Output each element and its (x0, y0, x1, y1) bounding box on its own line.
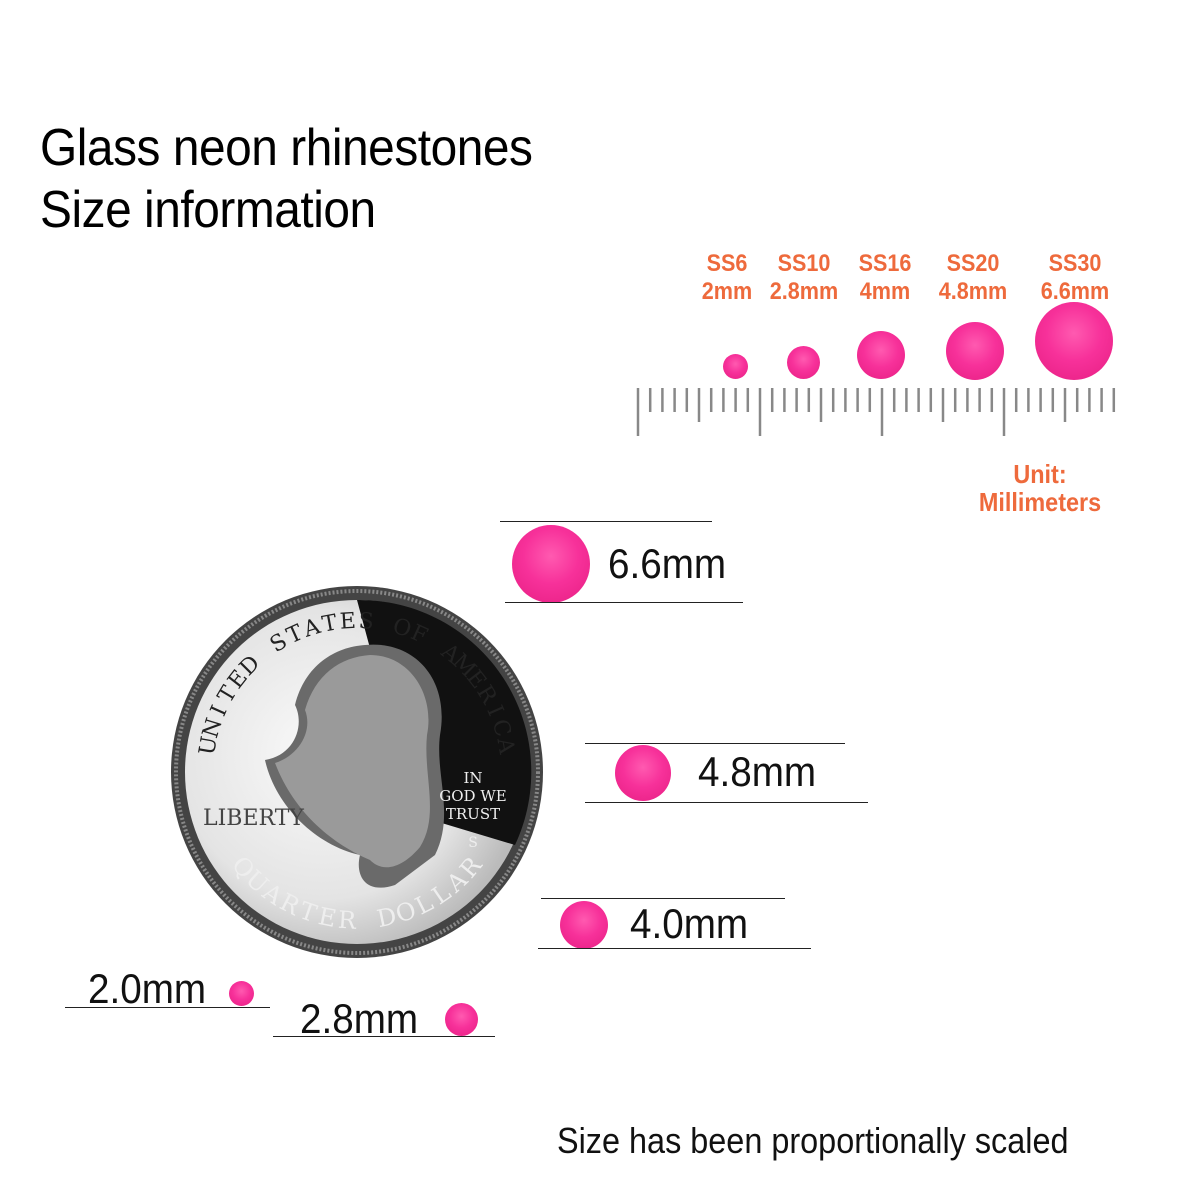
gem-4-0mm (560, 901, 608, 949)
size-mm: 4mm (859, 278, 911, 305)
size-code: SS10 (777, 250, 831, 277)
gem-4-8mm (615, 745, 671, 801)
coin-letter: E (339, 609, 357, 635)
label-4-8mm: 4.8mm (698, 748, 817, 795)
size-code: SS20 (946, 250, 1000, 277)
coin-mint: S (468, 835, 478, 851)
ruler (636, 388, 1116, 436)
size-label-ss6: SS6 2mm (698, 250, 756, 306)
coin-motto-1: IN (463, 769, 482, 787)
size-code: SS30 (1048, 250, 1102, 277)
size-label-ss10: SS10 2.8mm (766, 250, 842, 306)
label-2-0mm: 2.0mm (88, 965, 207, 1012)
size-code: SS16 (858, 250, 912, 277)
coin-liberty: LIBERTY (203, 806, 304, 831)
unit-label: Unit: Millimeters (978, 459, 1102, 517)
coin-letter: U (195, 735, 223, 758)
divider (65, 1007, 270, 1008)
size-label-ss30: SS30 6.6mm (1035, 250, 1116, 306)
coin-letter: S (358, 609, 375, 635)
size-mm: 6.6mm (1040, 278, 1110, 305)
gem-ss16 (857, 331, 905, 379)
coin-letter: C (487, 716, 516, 739)
title-line-2: Size information (40, 181, 376, 239)
label-4-0mm: 4.0mm (630, 900, 749, 947)
divider (585, 802, 868, 803)
gem-ss30 (1035, 302, 1113, 380)
size-mm: 2mm (701, 278, 753, 305)
coin-letter: E (316, 902, 339, 933)
coin-motto-3: TRUST (446, 805, 500, 823)
size-mm: 4.8mm (938, 278, 1008, 305)
coin-letter: R (337, 906, 358, 935)
title-line-1: Glass neon rhinestones (40, 119, 533, 177)
gem-6-6mm (512, 525, 590, 603)
size-label-ss20: SS20 4.8mm (933, 250, 1014, 306)
divider (541, 898, 785, 899)
coin-letter: T (320, 610, 339, 637)
divider (538, 948, 811, 949)
gem-2-8mm (445, 1003, 478, 1036)
size-mm: 2.8mm (769, 278, 839, 305)
size-code: SS6 (706, 250, 748, 277)
size-label-ss16: SS16 4mm (852, 250, 919, 306)
label-2-8mm: 2.8mm (300, 995, 419, 1042)
label-6-6mm: 6.6mm (608, 540, 727, 587)
divider (505, 602, 743, 603)
divider (273, 1036, 495, 1037)
divider (585, 743, 845, 744)
footer-note: Size has been proportionally scaled (557, 1120, 1069, 1161)
coin-letter: A (491, 735, 519, 757)
gem-2-0mm (229, 981, 254, 1006)
gem-ss20 (946, 322, 1004, 380)
gem-ss10 (787, 346, 820, 379)
gem-ss6 (723, 354, 748, 379)
coin-motto-2: GOD WE (439, 787, 506, 805)
divider (500, 521, 712, 522)
